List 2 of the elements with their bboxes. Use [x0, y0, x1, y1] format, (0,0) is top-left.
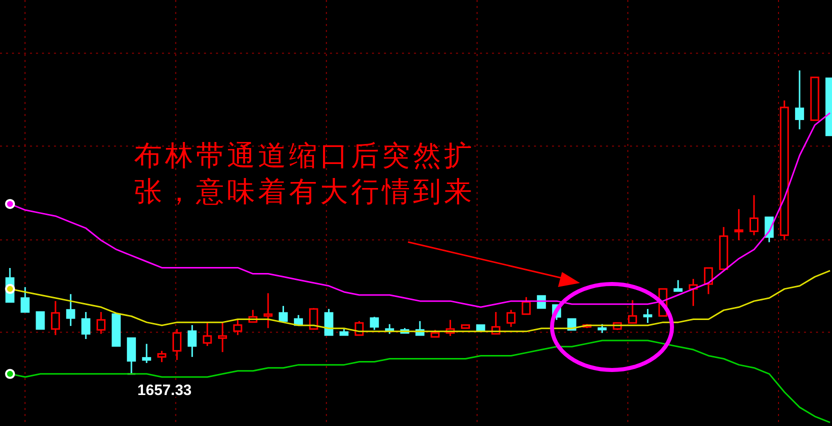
annotation: 1657.33	[137, 382, 192, 399]
annotation: 布林带通道缩口后突然扩张，意味着有大行情到来	[134, 138, 476, 210]
